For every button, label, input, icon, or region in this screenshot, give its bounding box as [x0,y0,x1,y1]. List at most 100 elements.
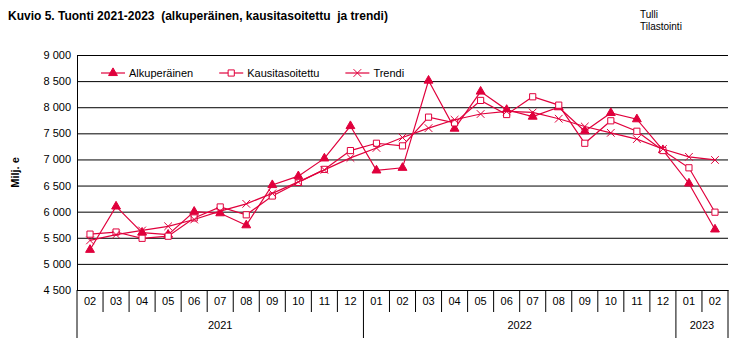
series-marker [606,108,615,116]
series-marker [399,143,405,149]
legend-marker [109,68,118,76]
x-tick: 11 [631,290,642,307]
category-separator [129,290,130,312]
category-separator [701,290,702,312]
series-marker [451,116,459,124]
x-tick-label: 06 [188,295,200,307]
group-label: 2022 [507,319,531,331]
y-tick: 8 000 [43,101,728,113]
series-marker [634,128,640,134]
y-tick: 5 000 [43,258,728,270]
x-tick: 08 [553,290,565,307]
series-marker [320,153,329,161]
x-tick: 12 [344,290,356,307]
series-marker [582,140,588,146]
category-separator [233,290,234,312]
x-tick: 03 [110,290,122,307]
x-tick-label: 10 [605,295,617,307]
series-marker [712,209,718,215]
series-marker [86,245,95,253]
y-axis-line [77,56,78,291]
category-separator [545,290,546,312]
y-tick: 9 000 [43,49,728,61]
y-tick: 7 500 [43,127,728,139]
title: Kuvio 5. Tuonti 2021-2023 (alkuperäinen,… [8,9,388,23]
series-marker [711,224,720,232]
x-tick-label: 10 [292,295,304,307]
legend-label: Trendi [373,67,404,79]
series-marker [476,86,485,94]
series-marker [608,118,614,124]
grid-line [77,81,728,82]
series-marker [607,129,615,137]
category-separator [493,290,494,312]
category-separator [675,290,676,338]
series-marker [112,201,121,209]
source: Tilastointi [640,21,682,32]
legend-item: Alkuperäinen [101,67,193,79]
category-separator [337,290,338,312]
x-axis: 0203040506070809101112010203040506070809… [78,290,729,307]
series-marker [581,123,589,131]
series-marker [346,121,355,129]
x-tick: 08 [240,290,252,307]
x-tick-label: 11 [631,295,642,307]
grid-line [77,238,728,239]
x-tick-label: 02 [396,295,408,307]
x-tick-label: 03 [110,295,122,307]
x-tick-label: 09 [579,295,591,307]
y-tick-label: 8 500 [43,75,71,87]
category-separator [467,290,468,312]
category-separator [103,290,104,312]
series-marker [138,227,146,235]
x-tick-label: 02 [709,295,721,307]
x-tick: 05 [162,290,174,307]
y-tick-label: 7 000 [43,153,71,165]
series-marker [242,200,250,208]
series-marker [216,207,224,215]
grid-line [77,212,728,213]
x-tick-label: 12 [344,295,356,307]
series-marker [477,110,485,118]
category-separator [728,290,729,338]
x-tick: 02 [709,290,721,307]
series-marker [86,237,94,245]
series-marker [504,111,510,117]
legend: Alkuperäinen Kausitasoitettu Trendi [101,67,404,79]
grid-line [77,133,728,134]
series-marker [164,222,172,230]
grid-line [77,55,728,56]
category-separator [77,290,78,338]
x-tick: 02 [84,290,96,307]
y-tick-label: 4 500 [43,284,71,296]
grid-line [77,264,728,265]
x-tick-label: 04 [136,295,148,307]
category-separator [259,290,260,312]
series-marker [112,231,120,239]
category-separator [363,290,364,338]
source: Tulli [640,9,658,20]
legend-label: Kausitasoitettu [247,67,319,79]
series-marker [685,178,694,186]
x-tick-label: 04 [448,295,460,307]
series-marker [659,145,667,153]
series-marker [555,115,563,123]
category-separator [285,290,286,312]
y-tick-label: 7 500 [43,127,71,139]
x-tick: 06 [501,290,513,307]
group-label: 2023 [690,319,714,331]
category-separator [389,290,390,312]
series-marker [556,102,562,108]
legend-marker [228,70,234,76]
y-tick-label: 5 000 [43,258,71,270]
category-separator [415,290,416,312]
series-marker [554,102,563,110]
x-separators [77,290,728,338]
category-separator [649,290,650,312]
series-marker [321,166,329,174]
x-tick: 11 [319,290,330,307]
y-axis-title: Milj. e [9,157,21,188]
y-tick: 6 500 [43,180,728,192]
series-line [90,111,715,240]
legend-label: Alkuperäinen [129,67,193,79]
